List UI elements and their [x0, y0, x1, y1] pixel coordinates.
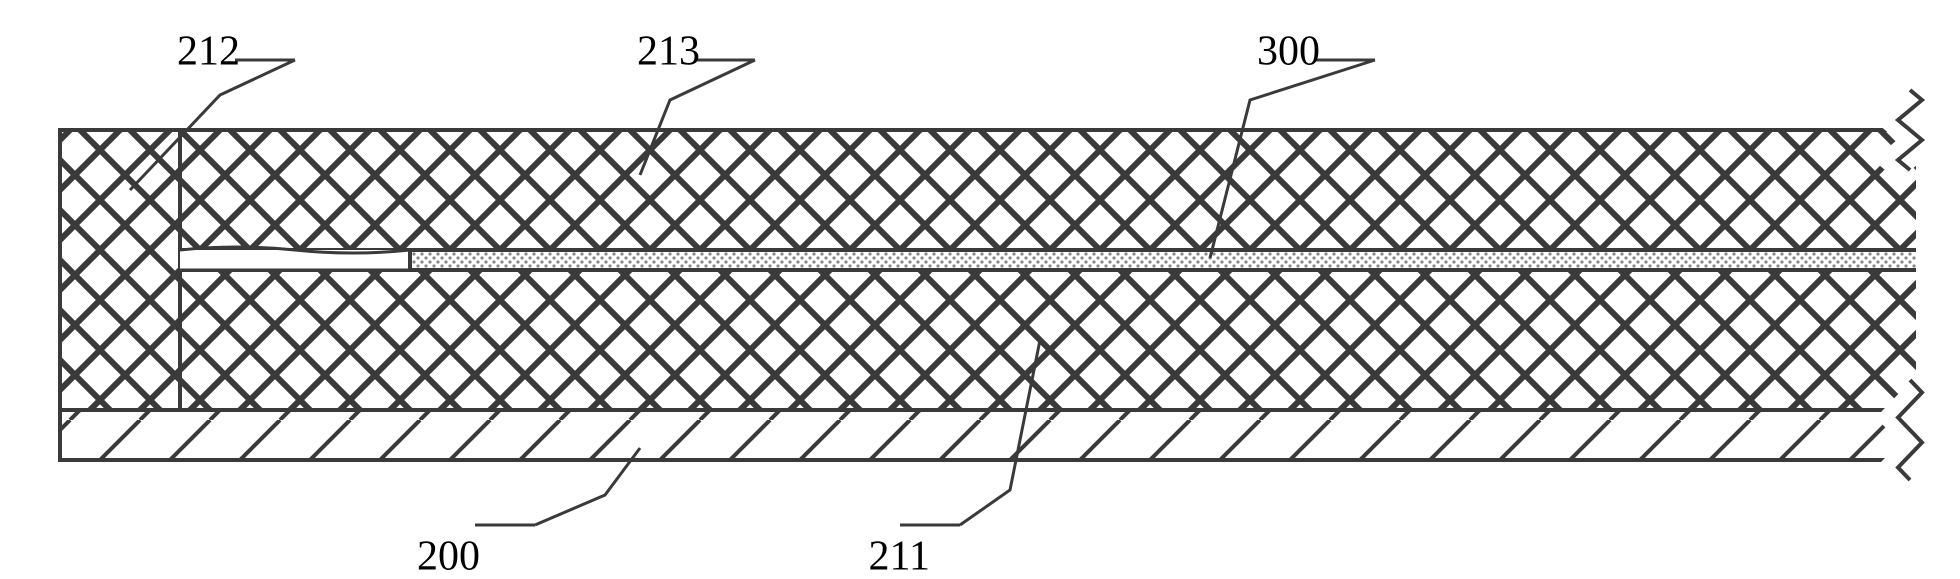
label-213: 213 [637, 29, 700, 75]
layer-212 [60, 130, 180, 410]
label-212: 212 [177, 29, 240, 75]
label-211: 211 [869, 534, 930, 579]
figure-stage: 212 213 300 200 211 [0, 0, 1960, 579]
layer-300-band [410, 250, 1950, 270]
layer-211 [180, 270, 1950, 410]
cross-section-figure: 212 213 300 200 211 [0, 0, 1960, 579]
layer-200-base [60, 410, 1950, 460]
label-200: 200 [417, 534, 480, 579]
label-300: 300 [1257, 29, 1320, 75]
layer-213 [180, 130, 1950, 250]
